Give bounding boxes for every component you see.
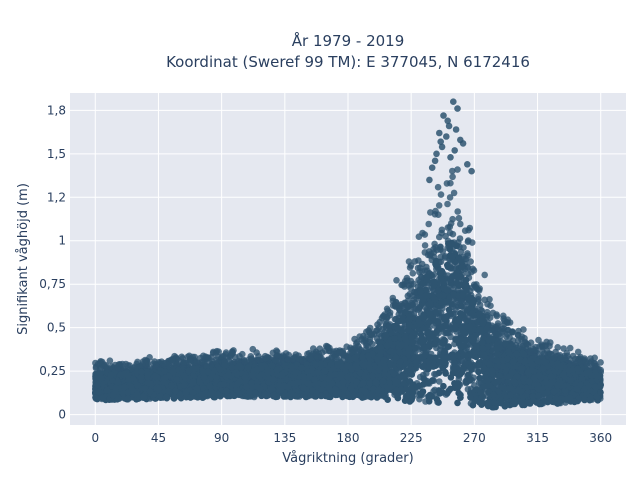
scatter-point bbox=[396, 306, 404, 314]
scatter-point bbox=[385, 323, 393, 330]
scatter-point bbox=[535, 336, 542, 344]
scatter-point bbox=[375, 324, 383, 331]
scatter-point bbox=[481, 271, 489, 279]
scatter-point bbox=[504, 316, 512, 324]
scatter-point bbox=[493, 324, 501, 332]
scatter-point bbox=[574, 348, 582, 356]
scatter-point bbox=[446, 229, 454, 237]
scatter-point bbox=[521, 334, 528, 342]
scatter-point bbox=[556, 352, 564, 359]
scatter-point bbox=[456, 235, 464, 242]
scatter-point bbox=[419, 229, 426, 237]
scatter-point bbox=[169, 357, 176, 364]
scatter-point bbox=[454, 208, 462, 215]
scatter-point bbox=[364, 343, 372, 351]
scatter-point bbox=[392, 299, 400, 306]
scatter-point bbox=[434, 183, 442, 191]
scatter-point bbox=[493, 311, 500, 318]
scatter-point bbox=[446, 223, 454, 231]
scatter-point bbox=[476, 301, 484, 309]
scatter-point bbox=[449, 173, 456, 181]
scatter-point bbox=[454, 166, 461, 173]
scatter-point bbox=[279, 352, 287, 359]
scatter-point bbox=[516, 342, 524, 349]
scatter-point bbox=[500, 321, 508, 328]
scatter-point bbox=[427, 209, 434, 216]
scatter-point bbox=[435, 202, 443, 209]
scatter-point bbox=[563, 349, 571, 357]
scatter-point bbox=[425, 220, 433, 228]
scatter-point bbox=[582, 358, 589, 366]
scatter-point bbox=[444, 200, 451, 208]
scatter-point bbox=[379, 313, 387, 320]
scatter-point bbox=[213, 356, 220, 364]
scatter-point bbox=[597, 359, 604, 366]
scatter-point bbox=[438, 226, 446, 234]
scatter-point bbox=[407, 277, 415, 285]
scatter-point bbox=[427, 250, 435, 258]
scatter-point bbox=[106, 357, 114, 365]
scatter-point bbox=[205, 354, 212, 361]
scatter-point bbox=[436, 378, 443, 385]
scatter-point bbox=[475, 293, 482, 300]
scatter-point bbox=[398, 281, 405, 289]
scatter-point bbox=[447, 280, 455, 287]
scatter-point bbox=[467, 258, 474, 265]
scatter-point bbox=[418, 260, 426, 268]
scatter-point bbox=[461, 227, 469, 234]
scatter-point bbox=[460, 244, 467, 251]
scatter-point bbox=[541, 342, 549, 350]
scatter-point bbox=[410, 296, 418, 303]
scatter-point bbox=[509, 337, 517, 345]
scatter-point bbox=[366, 331, 374, 339]
scatter-point bbox=[386, 312, 394, 319]
scatter-point bbox=[339, 349, 347, 356]
scatter-point bbox=[151, 358, 158, 365]
scatter-point bbox=[450, 189, 458, 197]
scatter-point bbox=[376, 318, 384, 326]
scatter-point bbox=[446, 194, 454, 201]
scatter-point bbox=[546, 342, 553, 350]
scatter-point bbox=[468, 239, 476, 246]
scatter-point bbox=[500, 312, 507, 320]
scatter-point bbox=[187, 358, 194, 365]
scatter-point bbox=[447, 179, 454, 187]
scatter-point bbox=[437, 191, 445, 198]
scatter-point bbox=[343, 343, 351, 351]
data-points bbox=[92, 98, 604, 411]
scatter-point bbox=[457, 220, 464, 228]
scatter-point bbox=[351, 335, 358, 343]
scatter-point bbox=[449, 167, 456, 175]
scatter-point bbox=[469, 284, 476, 291]
scatter-point bbox=[436, 233, 443, 241]
scatter-point bbox=[455, 214, 463, 222]
scatter-point bbox=[405, 258, 413, 265]
scatter-point bbox=[447, 333, 454, 341]
scatter-point bbox=[458, 297, 465, 304]
scatter-point bbox=[94, 360, 102, 368]
scatter-point bbox=[180, 359, 188, 367]
scatter-point bbox=[239, 350, 246, 358]
scatter-point bbox=[452, 306, 459, 313]
scatter-point bbox=[524, 341, 532, 349]
scatter-point bbox=[375, 330, 383, 338]
scatter-point bbox=[253, 349, 260, 356]
scatter-point bbox=[393, 277, 400, 284]
scatter-point bbox=[316, 345, 324, 353]
scatter-point bbox=[229, 349, 236, 356]
scatter-point bbox=[409, 270, 417, 277]
scatter-point bbox=[310, 345, 317, 352]
scatter-point bbox=[421, 242, 429, 249]
scatter-point bbox=[566, 344, 574, 352]
